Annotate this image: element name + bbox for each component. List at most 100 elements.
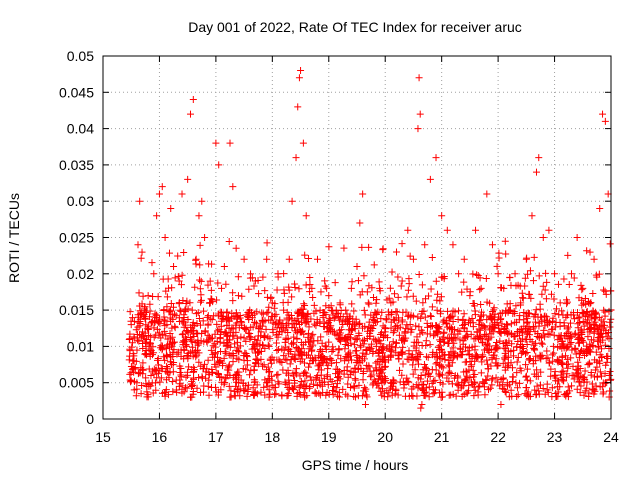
data-point [567,270,575,278]
data-point [447,314,455,322]
data-point [464,333,472,341]
data-point [299,370,307,378]
data-point [477,300,485,308]
data-point [288,197,296,205]
data-point [245,381,253,389]
data-point [230,387,238,395]
data-point [329,311,337,319]
data-point [441,356,449,364]
data-point [332,359,340,367]
data-point [558,307,566,315]
data-point [143,324,151,332]
data-point [564,383,572,391]
data-point [505,329,513,337]
data-point [222,280,230,288]
data-point [237,317,245,325]
data-point [307,376,315,384]
data-point [162,376,170,384]
data-point [486,299,494,307]
data-point [309,380,317,388]
data-point [418,341,426,349]
data-point [483,340,491,348]
data-point [149,389,157,397]
data-point [301,385,309,393]
data-point [395,331,403,339]
data-point [267,359,275,367]
data-point [550,349,558,357]
data-point [136,197,144,205]
data-point [488,381,496,389]
data-point [391,344,399,352]
data-point [246,333,254,341]
data-point [488,241,496,249]
data-point [565,281,573,289]
data-point [247,323,255,331]
data-point [500,385,508,393]
data-point [149,293,157,301]
data-point [225,362,233,370]
data-point [437,293,445,301]
data-point [586,324,594,332]
data-point [313,318,321,326]
data-point [437,345,445,353]
data-point [200,382,208,390]
data-point [320,323,328,331]
data-point [231,371,239,379]
data-point [261,376,269,384]
data-point [142,338,150,346]
data-point [283,314,291,322]
data-point [218,378,226,386]
data-point [266,390,274,398]
data-point [303,392,311,400]
data-point [227,393,235,401]
data-point [262,325,270,333]
data-point [592,366,600,374]
data-point [590,255,598,263]
data-point [159,330,167,338]
data-point [440,328,448,336]
data-point [344,380,352,388]
data-point [301,251,309,259]
data-point [513,358,521,366]
data-point [495,254,503,262]
data-point [221,328,229,336]
data-point [195,358,203,366]
data-point [132,326,140,334]
data-point [540,326,548,334]
data-point [415,74,423,82]
data-point [586,360,594,368]
data-point [232,321,240,329]
data-point [478,308,485,316]
data-point [222,375,230,383]
data-point [449,241,457,249]
data-point [236,342,244,350]
data-point [583,342,591,350]
data-point [243,353,251,361]
data-point [326,316,334,324]
data-point [365,363,373,371]
data-point [543,347,551,355]
data-point [188,382,196,390]
data-point [424,323,432,331]
data-point [541,390,549,398]
data-point [432,360,440,368]
x-tick-label: 17 [208,429,224,445]
data-point [421,389,429,397]
data-point [229,183,237,191]
data-point [293,370,301,378]
data-point [592,313,600,321]
data-point [275,318,283,326]
data-point [257,332,265,340]
data-point [556,322,564,330]
data-point [183,327,191,335]
data-point [492,355,500,363]
data-point [169,303,177,311]
data-point [350,382,358,390]
data-point [574,314,582,322]
data-point [519,345,527,353]
data-point [471,346,479,354]
data-point [558,368,566,376]
data-point [334,392,342,400]
data-point [165,308,173,316]
data-point [379,245,387,253]
